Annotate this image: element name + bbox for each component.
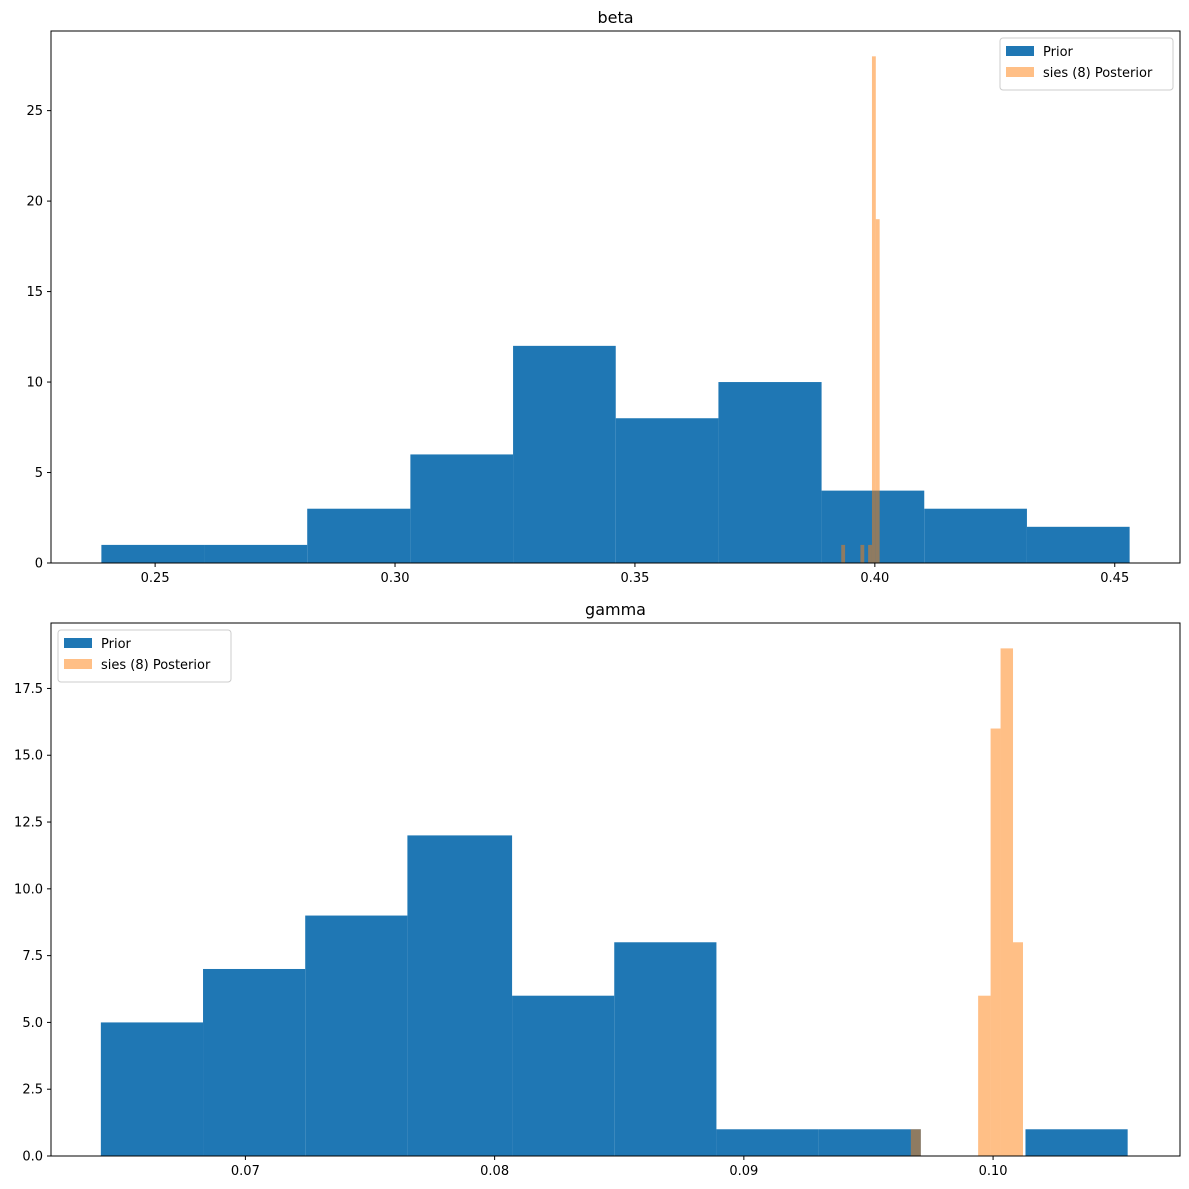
prior-bar-5 bbox=[615, 418, 719, 563]
posterior-bar-0 bbox=[841, 544, 846, 563]
y-tick-label: 20 bbox=[26, 195, 43, 210]
x-tick-label: 0.45 bbox=[1100, 571, 1129, 586]
y-tick-label: 5 bbox=[35, 466, 43, 481]
series-posterior bbox=[841, 56, 880, 563]
y-tick-label: 10.0 bbox=[14, 882, 43, 897]
posterior-bar-4 bbox=[1013, 942, 1023, 1156]
posterior-bar-4 bbox=[875, 219, 880, 563]
legend-swatch-1 bbox=[1006, 67, 1034, 77]
legend: Prior sies (8) Posterior bbox=[57, 629, 232, 683]
prior-bar-3 bbox=[407, 835, 513, 1156]
prior-bar-1 bbox=[203, 968, 306, 1156]
posterior-bar-3 bbox=[1000, 648, 1014, 1156]
y-tick-label: 0.0 bbox=[22, 1150, 43, 1165]
legend-label: sies (8) Posterior bbox=[101, 658, 211, 673]
posterior-bar-0 bbox=[910, 1129, 921, 1156]
x-tick-label: 0.07 bbox=[231, 1164, 260, 1179]
chart-title: beta bbox=[597, 8, 633, 27]
prior-bar-0 bbox=[100, 1022, 204, 1156]
y-tick-label: 5.0 bbox=[22, 1016, 43, 1031]
x-tick-label: 0.25 bbox=[141, 571, 170, 586]
posterior-bar-3 bbox=[871, 56, 876, 563]
prior-bar-6 bbox=[718, 382, 822, 563]
legend-swatch-0 bbox=[64, 638, 92, 648]
prior-bar-8 bbox=[924, 508, 1027, 563]
prior-bar-2 bbox=[305, 915, 408, 1156]
legend-label: Prior bbox=[101, 637, 132, 652]
axes-frame bbox=[50, 622, 1181, 1157]
subplot-gamma: 0.07 0.08 0.09 0.10 0.0 2.5 5.0 7.5 10.0 12.5 15.0… bbox=[14, 600, 1181, 1179]
x-tick-label: 0.35 bbox=[620, 571, 649, 586]
posterior-bar-2 bbox=[990, 728, 1001, 1156]
x-tick-label: 0.30 bbox=[381, 571, 410, 586]
y-tick-label: 10 bbox=[26, 376, 43, 391]
legend-box bbox=[999, 37, 1174, 91]
prior-bar-1 bbox=[204, 544, 308, 563]
prior-bar-6 bbox=[716, 1129, 819, 1156]
posterior-bar-2 bbox=[868, 544, 872, 563]
prior-bar-4 bbox=[513, 345, 616, 563]
y-tick-label: 12.5 bbox=[14, 816, 43, 831]
x-tick-label: 0.08 bbox=[480, 1164, 509, 1179]
posterior-bar-1 bbox=[860, 544, 865, 563]
subplot-beta: 0.25 0.30 0.35 0.40 0.45 0 5 10 15 20 25 beta Prior s… bbox=[26, 8, 1181, 586]
prior-bar-7 bbox=[818, 1129, 921, 1156]
legend-label: sies (8) Posterior bbox=[1043, 66, 1153, 81]
y-tick-label: 15.0 bbox=[14, 749, 43, 764]
legend-label: Prior bbox=[1043, 45, 1074, 60]
prior-bar-3 bbox=[410, 454, 514, 563]
legend-box bbox=[57, 629, 232, 683]
series-prior bbox=[100, 835, 1128, 1156]
prior-bar-5 bbox=[614, 942, 717, 1156]
x-tick-label: 0.10 bbox=[979, 1164, 1008, 1179]
chart-title: gamma bbox=[585, 600, 646, 619]
subplots: 0.25 0.30 0.35 0.40 0.45 0 5 10 15 20 25 beta Prior s… bbox=[14, 8, 1181, 1179]
x-tick-label: 0.40 bbox=[860, 571, 889, 586]
prior-bar-2 bbox=[307, 508, 411, 563]
legend: Prior sies (8) Posterior bbox=[999, 37, 1174, 91]
y-tick-label: 25 bbox=[26, 104, 43, 119]
y-tick-label: 0 bbox=[35, 557, 43, 572]
posterior-bar-1 bbox=[978, 995, 991, 1156]
axes-frame bbox=[50, 30, 1181, 564]
x-tick-label: 0.09 bbox=[729, 1164, 758, 1179]
y-tick-label: 15 bbox=[26, 285, 43, 300]
legend-swatch-1 bbox=[64, 659, 92, 669]
y-tick-label: 17.5 bbox=[14, 682, 43, 697]
y-tick-label: 2.5 bbox=[22, 1083, 43, 1098]
prior-bar-4 bbox=[512, 995, 615, 1156]
prior-bar-9 bbox=[1025, 1129, 1128, 1156]
prior-bar-9 bbox=[1026, 526, 1130, 563]
prior-bar-0 bbox=[101, 544, 205, 563]
legend-swatch-0 bbox=[1006, 46, 1034, 56]
series-posterior bbox=[910, 648, 1023, 1156]
y-tick-label: 7.5 bbox=[22, 949, 43, 964]
